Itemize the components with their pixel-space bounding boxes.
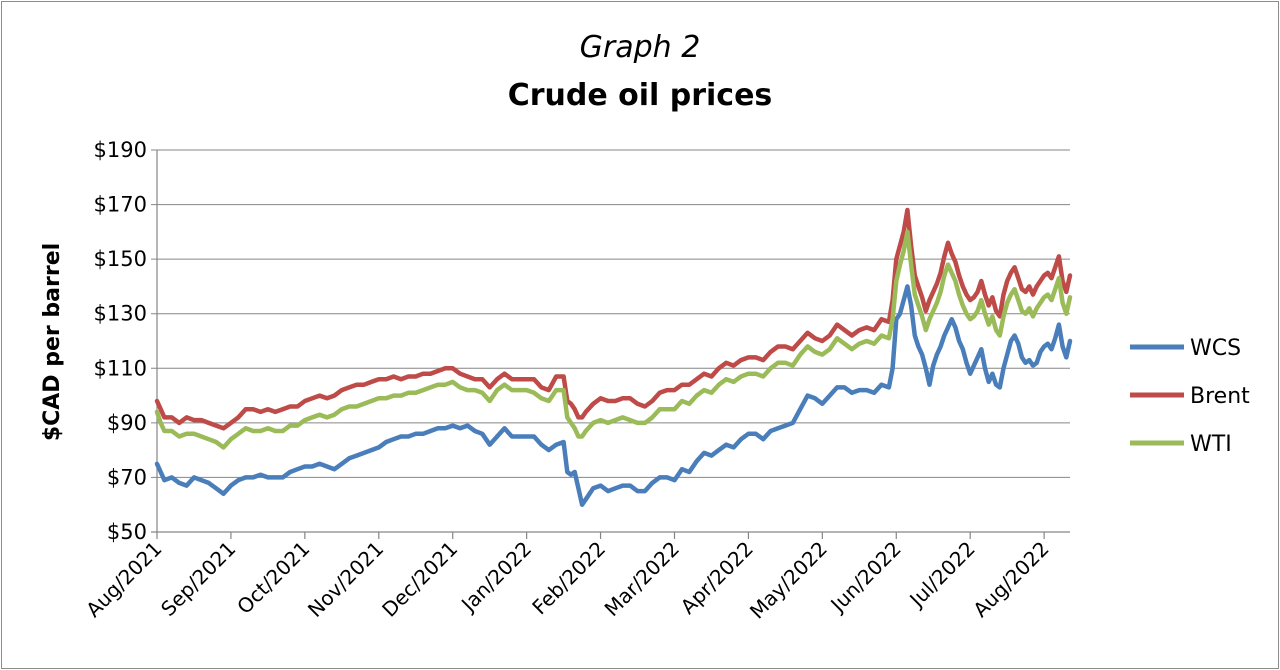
series-line-wti — [154, 229, 1073, 450]
x-tick-label: Jun/2022 — [825, 537, 906, 618]
y-tick-labels: $50 $70 $90 $110 $130 $150 $170 $190 — [94, 138, 147, 544]
series-lines — [154, 207, 1073, 507]
x-tick-label: Jan/2022 — [455, 537, 536, 618]
legend-label-wti: WTI — [1190, 432, 1232, 457]
legend-label-wcs: WCS — [1190, 336, 1241, 361]
y-tick-label: $50 — [107, 520, 147, 544]
y-axis-label: $CAD per barrel — [40, 243, 65, 441]
x-tick-label: Aug/2022 — [968, 537, 1053, 622]
legend: WCS Brent WTI — [1130, 336, 1250, 457]
x-tick-label: Jul/2022 — [904, 537, 980, 613]
x-tick-label: Dec/2021 — [377, 537, 462, 622]
y-tick-label: $90 — [107, 411, 147, 435]
legend-label-brent: Brent — [1190, 384, 1250, 409]
y-tick-label: $130 — [94, 302, 147, 326]
y-tick-label: $110 — [94, 356, 147, 380]
x-tick-label: Oct/2021 — [232, 537, 314, 619]
x-tick-label: May/2022 — [745, 537, 832, 624]
x-tick-label: Mar/2022 — [600, 537, 684, 621]
y-tick-label: $190 — [94, 138, 147, 162]
grid-lines — [151, 149, 1070, 539]
x-tick-label: Aug/2021 — [81, 537, 166, 622]
chart-title-line2: Crude oil prices — [508, 78, 773, 113]
chart-title-line1: Graph 2 — [580, 30, 701, 65]
x-tick-label: Nov/2021 — [303, 537, 388, 622]
series-line-brent — [154, 207, 1073, 431]
x-tick-labels: Aug/2021Sep/2021Oct/2021Nov/2021Dec/2021… — [81, 537, 1053, 624]
series-line-wcs — [154, 284, 1073, 507]
y-tick-label: $150 — [94, 247, 147, 271]
x-tick-label: Sep/2021 — [156, 537, 240, 621]
x-tick-label: Feb/2022 — [527, 537, 610, 620]
y-tick-label: $70 — [107, 465, 147, 489]
y-tick-label: $170 — [94, 193, 147, 217]
